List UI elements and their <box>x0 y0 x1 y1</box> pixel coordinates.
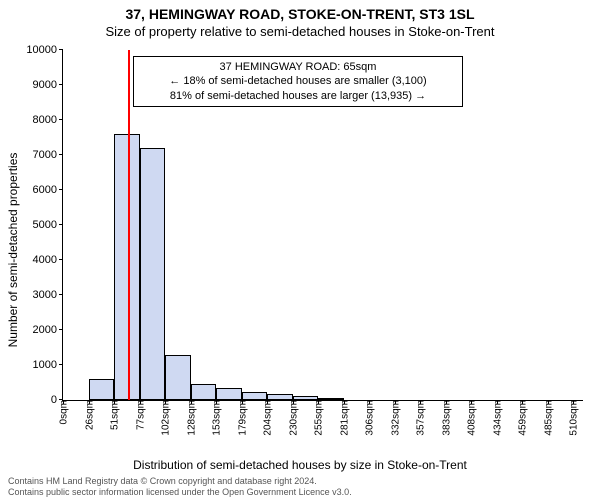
x-tick-label: 485sqm <box>541 400 554 436</box>
y-tick-mark <box>59 329 63 330</box>
plot-area: 0100020003000400050006000700080009000100… <box>62 50 583 401</box>
x-tick-label: 434sqm <box>490 400 503 436</box>
chart-container: 37, HEMINGWAY ROAD, STOKE-ON-TRENT, ST3 … <box>0 0 600 500</box>
x-tick-label: 383sqm <box>439 400 452 436</box>
y-tick-label: 6000 <box>33 184 63 196</box>
y-tick-mark <box>59 294 63 295</box>
x-tick-label: 281sqm <box>337 400 350 436</box>
x-axis-label: Distribution of semi-detached houses by … <box>0 458 600 472</box>
x-tick-label: 128sqm <box>184 400 197 436</box>
y-tick-label: 2000 <box>33 324 63 336</box>
x-tick-label: 357sqm <box>414 400 427 436</box>
chart-title: 37, HEMINGWAY ROAD, STOKE-ON-TRENT, ST3 … <box>0 6 600 22</box>
histogram-bar <box>191 384 217 400</box>
y-tick-mark <box>59 259 63 260</box>
property-marker-line <box>128 50 130 400</box>
x-tick-label: 230sqm <box>286 400 299 436</box>
x-tick-label: 77sqm <box>133 400 146 430</box>
x-tick-label: 153sqm <box>210 400 223 436</box>
x-tick-label: 0sqm <box>57 400 70 424</box>
footer-line-2: Contains public sector information licen… <box>8 487 352 498</box>
x-tick-label: 459sqm <box>516 400 529 436</box>
x-tick-label: 306sqm <box>363 400 376 436</box>
annotation-line: ← 18% of semi-detached houses are smalle… <box>140 74 456 88</box>
x-tick-label: 204sqm <box>261 400 274 436</box>
annotation-box: 37 HEMINGWAY ROAD: 65sqm← 18% of semi-de… <box>133 56 463 107</box>
x-tick-label: 332sqm <box>388 400 401 436</box>
x-tick-label: 408sqm <box>465 400 478 436</box>
histogram-bar <box>242 392 268 400</box>
y-tick-label: 10000 <box>26 44 63 56</box>
histogram-bar <box>267 394 293 400</box>
y-tick-mark <box>59 224 63 225</box>
y-tick-label: 5000 <box>33 219 63 231</box>
y-tick-label: 3000 <box>33 289 63 301</box>
x-tick-label: 51sqm <box>108 400 121 430</box>
histogram-bar <box>114 134 140 400</box>
y-tick-mark <box>59 189 63 190</box>
y-tick-mark <box>59 154 63 155</box>
histogram-bar <box>140 148 166 400</box>
footer-line-1: Contains HM Land Registry data © Crown c… <box>8 476 352 487</box>
x-tick-label: 179sqm <box>235 400 248 436</box>
y-tick-label: 1000 <box>33 359 63 371</box>
footer-attribution: Contains HM Land Registry data © Crown c… <box>8 476 352 498</box>
y-tick-label: 4000 <box>33 254 63 266</box>
y-tick-mark <box>59 49 63 50</box>
histogram-bar <box>89 379 115 400</box>
x-tick-label: 510sqm <box>567 400 580 436</box>
chart-subtitle: Size of property relative to semi-detach… <box>0 24 600 39</box>
histogram-bar <box>216 388 242 400</box>
x-tick-label: 255sqm <box>312 400 325 436</box>
y-tick-mark <box>59 364 63 365</box>
histogram-bar <box>293 396 319 400</box>
y-tick-mark <box>59 119 63 120</box>
histogram-bar <box>165 355 191 401</box>
y-tick-label: 7000 <box>33 149 63 161</box>
y-tick-label: 9000 <box>33 79 63 91</box>
x-tick-label: 26sqm <box>82 400 95 430</box>
annotation-line: 37 HEMINGWAY ROAD: 65sqm <box>140 60 456 74</box>
y-tick-label: 8000 <box>33 114 63 126</box>
y-axis-label: Number of semi-detached properties <box>6 55 20 250</box>
y-tick-mark <box>59 84 63 85</box>
histogram-bar <box>318 398 344 400</box>
x-tick-label: 102sqm <box>159 400 172 436</box>
annotation-line: 81% of semi-detached houses are larger (… <box>140 89 456 103</box>
